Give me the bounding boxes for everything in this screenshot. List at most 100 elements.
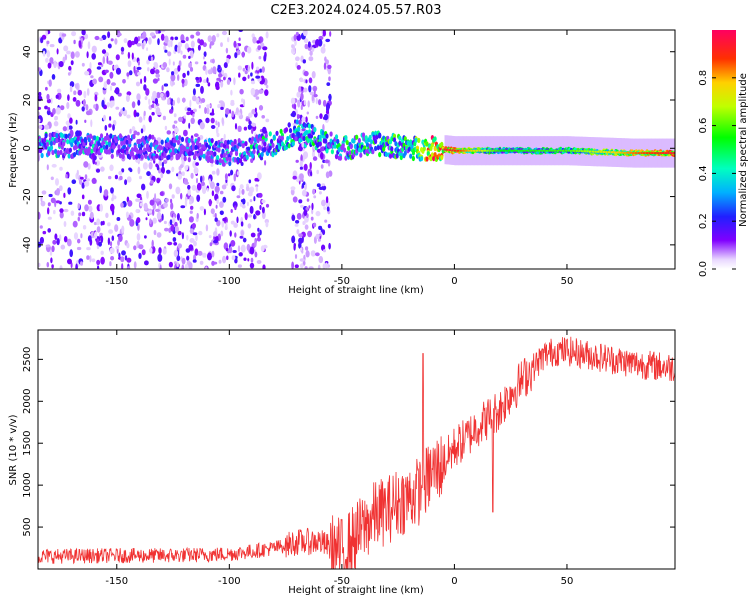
heatmap-cell	[236, 50, 241, 56]
heatmap-cell	[260, 151, 264, 158]
heatmap-cell	[105, 144, 109, 150]
heatmap-cell	[230, 240, 236, 247]
heatmap-cell	[291, 261, 294, 269]
heatmap-cell	[197, 44, 201, 51]
heatmap-cell	[537, 149, 541, 152]
heatmap-cell	[238, 252, 243, 257]
colorbar-ticks: 0.0 0.2 0.4 0.6 0.8	[698, 70, 736, 277]
heatmap-cell	[38, 118, 41, 123]
heatmap-cell	[254, 177, 259, 182]
heatmap-cell	[168, 261, 173, 268]
heatmap-cell	[189, 150, 193, 156]
heatmap-cell	[524, 149, 527, 152]
heatmap-cell	[221, 117, 224, 125]
heatmap-cell	[175, 186, 181, 195]
heatmap-cell	[200, 175, 203, 183]
heatmap-cell	[101, 49, 107, 54]
heatmap-cell	[151, 134, 155, 140]
heatmap-cell	[181, 171, 185, 176]
heatmap-cell	[144, 153, 148, 159]
heatmap-cell	[494, 149, 497, 152]
heatmap-cell	[189, 67, 194, 72]
heatmap-cell	[304, 224, 309, 230]
heatmap-cell	[295, 220, 300, 224]
heatmap-cell	[222, 255, 227, 264]
heatmap-cell	[323, 62, 327, 70]
heatmap-cell	[220, 80, 224, 88]
heatmap-cell	[170, 224, 175, 232]
heatmap-cell	[51, 149, 55, 156]
heatmap-cell	[296, 114, 300, 120]
heatmap-cell	[209, 43, 212, 49]
heatmap-cell	[170, 202, 174, 210]
heatmap-cell	[50, 97, 53, 104]
heatmap-cell	[93, 104, 96, 109]
x-tick-label: 0	[451, 276, 457, 287]
heatmap-cell	[176, 139, 181, 146]
heatmap-cell	[186, 141, 190, 148]
heatmap-cell	[591, 150, 595, 153]
heatmap-cell	[114, 38, 118, 45]
heatmap-cell	[174, 36, 179, 41]
heatmap-cell	[219, 190, 224, 195]
heatmap-cell	[210, 158, 214, 164]
heatmap-cell	[38, 106, 42, 110]
heatmap-cell	[199, 39, 205, 46]
heatmap-cell	[87, 235, 92, 242]
heatmap-cell	[186, 255, 190, 261]
heatmap-cell	[190, 34, 195, 39]
heatmap-cell	[234, 150, 239, 157]
heatmap-cell	[209, 181, 215, 190]
heatmap-cell	[224, 173, 228, 181]
heatmap-cell	[144, 235, 147, 239]
heatmap-cell	[67, 94, 70, 101]
heatmap-cell	[188, 122, 191, 129]
heatmap-cell	[137, 138, 141, 144]
heatmap-cell	[116, 247, 119, 254]
heatmap-cell	[145, 88, 150, 96]
heatmap-cell	[263, 141, 267, 147]
heatmap-cell	[173, 113, 177, 118]
heatmap-cell	[50, 197, 56, 204]
heatmap-cell	[43, 137, 47, 143]
heatmap-cell	[264, 89, 269, 96]
heatmap-cell	[242, 198, 246, 205]
heatmap-cell	[570, 149, 573, 152]
heatmap-cell	[299, 77, 304, 83]
heatmap-cell	[121, 51, 124, 55]
heatmap-cell	[259, 205, 262, 210]
heatmap-cell	[66, 124, 70, 132]
heatmap-cell	[49, 250, 53, 256]
heatmap-cell	[90, 140, 94, 146]
heatmap-cell	[305, 246, 309, 251]
heatmap-cell	[228, 156, 232, 162]
heatmap-cell	[164, 148, 168, 154]
heatmap-cell	[38, 262, 41, 268]
heatmap-cell	[296, 229, 300, 235]
heatmap-cell	[241, 143, 245, 149]
heatmap-cell	[230, 89, 233, 96]
heatmap-cell	[63, 208, 69, 213]
heatmap-cell	[303, 70, 309, 77]
heatmap-cell	[201, 98, 206, 103]
heatmap-cell	[651, 152, 654, 155]
heatmap-cell	[505, 149, 508, 152]
heatmap-cell	[70, 51, 75, 59]
heatmap-cell	[193, 133, 199, 138]
heatmap-cell	[201, 175, 205, 182]
heatmap-cell	[168, 183, 173, 190]
heatmap-cell	[288, 128, 293, 134]
heatmap-cell	[172, 142, 176, 148]
heatmap-cell	[322, 30, 326, 37]
heatmap-cell	[129, 128, 132, 134]
heatmap-cell	[205, 117, 210, 124]
heatmap-cell	[130, 147, 135, 153]
heatmap-cell	[270, 138, 274, 144]
heatmap-cell	[77, 89, 83, 96]
heatmap-cell	[152, 155, 156, 161]
heatmap-cell	[122, 144, 126, 150]
heatmap-cell	[313, 127, 317, 133]
heatmap-cell	[47, 216, 52, 220]
heatmap-cell	[324, 160, 330, 164]
heatmap-cell	[56, 150, 60, 156]
